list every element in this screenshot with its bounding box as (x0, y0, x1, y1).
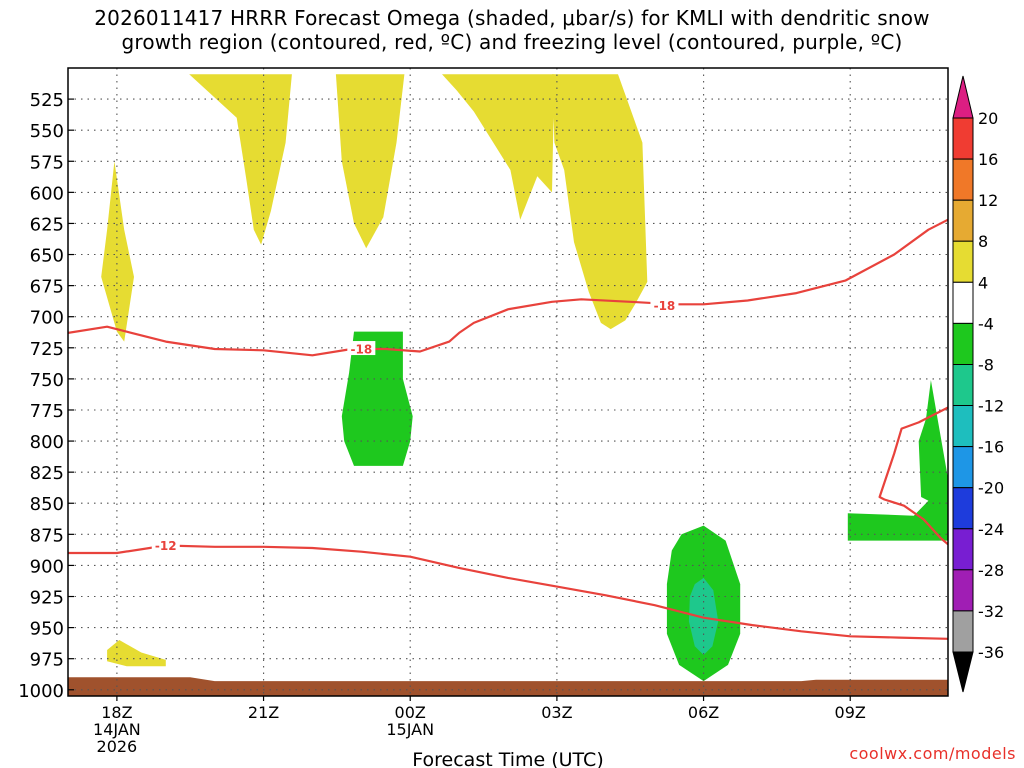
chart-title: 2026011417 HRRR Forecast Omega (shaded, … (0, 6, 1024, 54)
colorbar-top-arrow (952, 75, 974, 119)
colorbar-bin-8 (952, 405, 974, 448)
colorbar-label-7: -12 (978, 397, 1004, 416)
colorbar-bin-10 (952, 487, 974, 530)
plot-frame (67, 67, 949, 697)
contour-label-bg-minus-18-contour (347, 341, 376, 356)
colorbar-label-10: -24 (978, 520, 1004, 539)
omega-region-descent-blob-1 (341, 331, 413, 466)
x-axis-label: Forecast Time (UTC) (412, 749, 603, 768)
surface-terrain (68, 677, 948, 696)
x-tick-label-21Z: 21Z (248, 703, 279, 722)
colorbar-bin-4 (952, 240, 974, 283)
colorbar: 20 16 12 8 4 -4 -8 -12 -16 -20 -24 -28 -32 -36 (952, 75, 1004, 693)
colorbar-label-3: 8 (978, 232, 988, 251)
x-tick-date-00Z: 15JAN (386, 720, 434, 739)
contour-dgz-east-contour (878, 406, 948, 546)
omega-region-ascent-column-3 (335, 74, 405, 249)
y-tick-label-550: 550 (30, 121, 64, 142)
contour-layer (68, 218, 948, 640)
colorbar-bin-7 (952, 364, 974, 407)
y-tick-label-1000: 1000 (18, 681, 64, 702)
contour-minus-18-contour (68, 218, 948, 357)
gridline-layer (68, 68, 948, 696)
x-tick-label-18Z: 18Z (101, 703, 132, 722)
x-tick-year-18Z: 2026 (97, 737, 138, 756)
omega-region-descent-blob-2-core (688, 577, 719, 655)
x-tick-label-00Z: 00Z (395, 703, 426, 722)
contour-label-bg-minus-12-contour (151, 537, 180, 552)
omega-region-ascent-column-1 (101, 161, 134, 342)
omega-region-ascent-column-5 (552, 74, 648, 330)
colorbar-bin-13 (952, 610, 974, 653)
colorbar-label-4: 4 (978, 273, 988, 292)
y-axis: 525 550 575 600 625 650 675 700 725 750 775 800 825 8… (18, 90, 74, 702)
omega-region-ascent-column-2 (189, 74, 292, 245)
contour-label-minus-12-contour: -12 (155, 539, 177, 553)
y-tick-label-725: 725 (30, 339, 64, 360)
y-tick-label-775: 775 (30, 401, 64, 422)
y-tick-label-800: 800 (30, 432, 64, 453)
y-tick-label-825: 825 (30, 463, 64, 484)
y-tick-label-850: 850 (30, 494, 64, 515)
colorbar-label-11: -28 (978, 561, 1004, 580)
plot-background (68, 68, 948, 696)
colorbar-bin-1 (952, 117, 974, 160)
y-tick-label-900: 900 (30, 556, 64, 577)
contour-label-minus-18-contour: -18 (654, 299, 676, 313)
y-tick-label-625: 625 (30, 214, 64, 235)
contour-minus-12-contour (68, 544, 948, 640)
colorbar-label-6: -8 (978, 356, 994, 375)
colorbar-bin-3 (952, 199, 974, 242)
omega-region-ascent-blob-low (107, 640, 166, 667)
y-tick-label-750: 750 (30, 370, 64, 391)
colorbar-bottom-arrow (952, 651, 974, 693)
y-tick-label-650: 650 (30, 246, 64, 267)
x-tick-label-03Z: 03Z (541, 703, 572, 722)
colorbar-bin-6 (952, 322, 974, 365)
y-tick-label-975: 975 (30, 650, 64, 671)
colorbar-bin-2 (952, 158, 974, 201)
contour-label-minus-18-contour: -18 (350, 343, 372, 357)
chart-title-line-2: growth region (contoured, red, ºC) and f… (121, 30, 903, 54)
colorbar-bin-12 (952, 569, 974, 612)
site-credit: coolwx.com/models (849, 744, 1016, 763)
colorbar-label-0: 20 (978, 109, 998, 128)
colorbar-bin-5 (952, 281, 974, 324)
y-tick-label-875: 875 (30, 525, 64, 546)
omega-region-descent-band-east (847, 380, 948, 541)
colorbar-label-5: -4 (978, 314, 994, 333)
chart-title-line-1: 2026011417 HRRR Forecast Omega (shaded, … (94, 6, 930, 30)
x-tick-label-06Z: 06Z (688, 703, 719, 722)
colorbar-label-8: -16 (978, 438, 1004, 457)
colorbar-bin-9 (952, 446, 974, 489)
y-tick-label-575: 575 (30, 152, 64, 173)
omega-region-ascent-column-4 (442, 74, 555, 220)
colorbar-label-13: -36 (978, 643, 1004, 662)
contour-label-bg-minus-18-contour (650, 297, 679, 312)
x-tick-date-18Z: 14JAN (93, 720, 141, 739)
y-tick-label-925: 925 (30, 588, 64, 609)
contour-label-layer: -18 -18 -12 (151, 297, 679, 553)
colorbar-label-1: 16 (978, 150, 998, 169)
y-tick-label-950: 950 (30, 619, 64, 640)
y-tick-label-700: 700 (30, 308, 64, 329)
colorbar-label-12: -32 (978, 602, 1004, 621)
y-tick-label-675: 675 (30, 277, 64, 298)
colorbar-label-9: -20 (978, 479, 1004, 498)
colorbar-bin-11 (952, 528, 974, 571)
y-tick-label-600: 600 (30, 183, 64, 204)
x-tick-label-09Z: 09Z (835, 703, 866, 722)
omega-shading-layer (101, 74, 948, 682)
surface-terrain-layer (68, 677, 948, 696)
y-tick-label-525: 525 (30, 90, 64, 111)
colorbar-label-2: 12 (978, 191, 998, 210)
